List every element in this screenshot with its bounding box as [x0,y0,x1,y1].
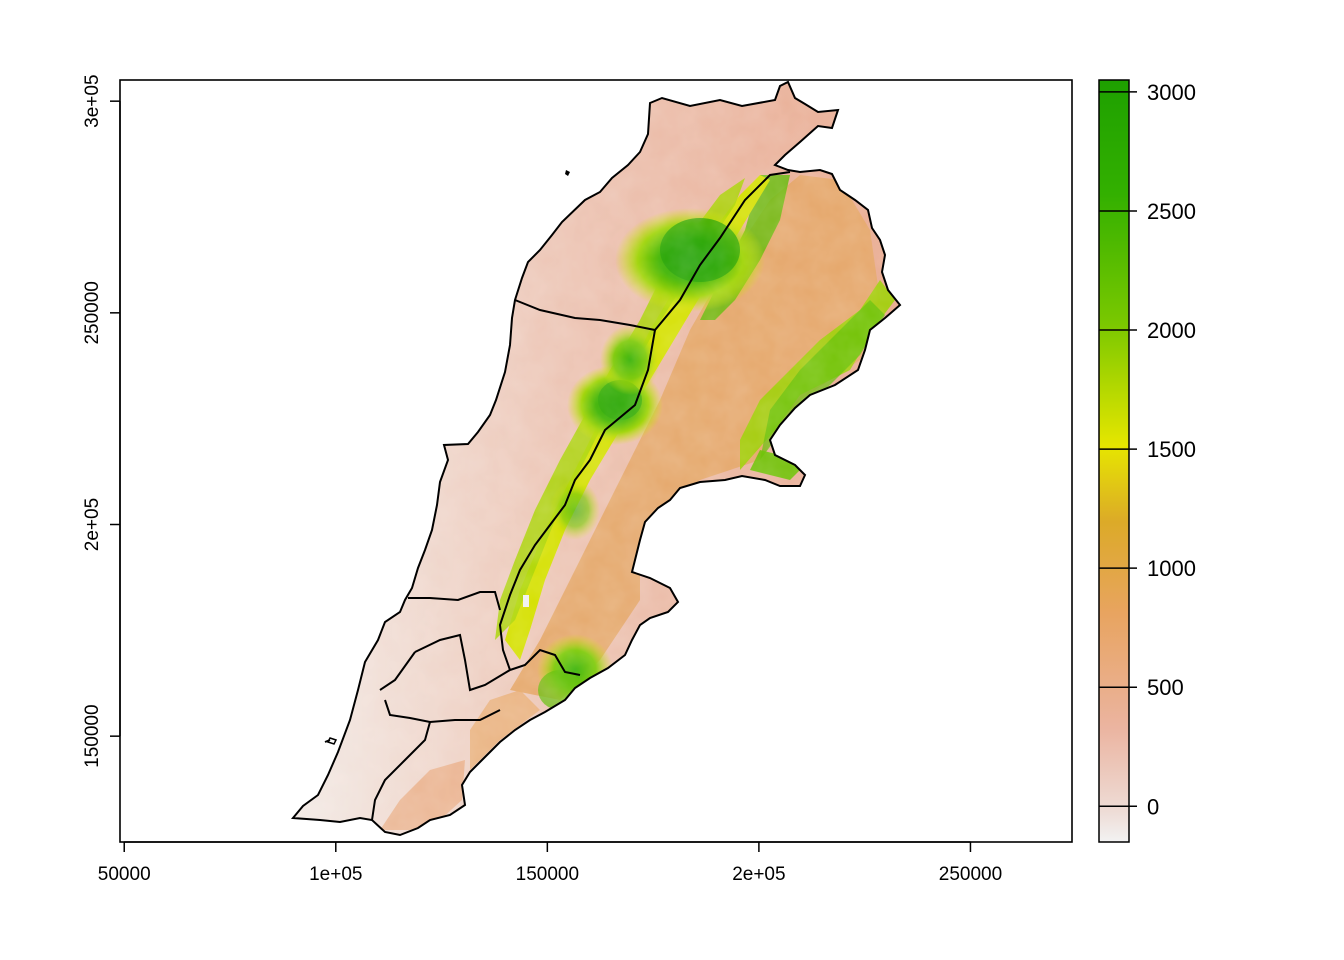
y-tick-label: 2e+05 [82,498,103,551]
x-tick-label: 150000 [516,864,579,885]
island [326,737,338,745]
legend-colorbar [1098,79,1130,843]
legend-tick-label: 0 [1147,794,1159,819]
legend-ticks: 0 500 1000 1500 2000 2500 3000 [1099,80,1196,819]
legend-tick-label: 1500 [1147,437,1196,462]
x-tick-label: 2e+05 [732,864,785,885]
y-tick-label: 150000 [82,704,103,767]
legend-tick-label: 3000 [1147,80,1196,105]
legend-tick-label: 1000 [1147,556,1196,581]
elevation-raster [293,82,900,835]
governorate-boundaries [324,171,791,821]
x-axis: 50000 1e+05 150000 2e+05 250000 [98,841,1002,885]
x-tick-label: 1e+05 [309,864,362,885]
country-border [290,80,902,837]
legend-tick-label: 2000 [1147,318,1196,343]
lake [523,595,529,607]
legend-tick-label: 2500 [1147,199,1196,224]
y-axis: 150000 2e+05 250000 3e+05 [82,74,121,768]
x-tick-label: 50000 [98,864,151,885]
island [565,170,570,176]
y-tick-label: 250000 [82,281,103,344]
x-tick-label: 250000 [939,864,1002,885]
y-tick-label: 3e+05 [82,74,103,127]
legend-tick-label: 500 [1147,675,1184,700]
